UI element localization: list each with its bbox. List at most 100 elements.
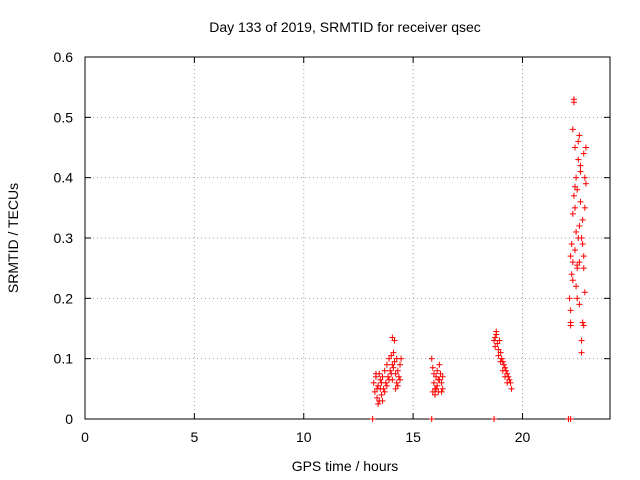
data-point xyxy=(382,379,389,386)
data-point xyxy=(374,385,381,392)
data-point xyxy=(439,385,446,392)
data-point xyxy=(568,271,575,278)
data-point xyxy=(499,367,506,374)
data-point xyxy=(572,183,578,190)
axis-ticks xyxy=(84,56,610,420)
data-point xyxy=(432,391,438,398)
y-tick-label: 0.6 xyxy=(54,49,74,65)
y-tick-label: 0.1 xyxy=(54,351,74,367)
data-point xyxy=(492,334,499,341)
data-point xyxy=(383,361,390,368)
data-point xyxy=(574,262,581,269)
data-point xyxy=(379,397,386,404)
data-point xyxy=(433,373,440,380)
data-point xyxy=(436,361,443,368)
data-point xyxy=(496,337,503,344)
data-point xyxy=(390,349,397,356)
data-point xyxy=(381,388,388,395)
data-point xyxy=(567,253,574,260)
data-point xyxy=(438,379,445,386)
data-point xyxy=(567,322,574,329)
data-point xyxy=(495,346,502,353)
x-tick-label: 5 xyxy=(190,429,198,445)
data-point xyxy=(495,352,502,359)
data-point xyxy=(393,379,400,386)
data-point xyxy=(579,241,586,248)
data-point xyxy=(492,343,499,350)
data-point xyxy=(572,247,578,254)
data-point xyxy=(581,289,588,296)
data-point xyxy=(397,361,403,368)
data-point xyxy=(386,376,393,383)
data-point xyxy=(497,349,504,356)
data-point xyxy=(438,388,445,395)
data-point xyxy=(375,382,382,389)
data-point xyxy=(569,259,576,266)
data-point xyxy=(376,370,383,377)
data-point xyxy=(580,253,587,260)
data-point xyxy=(566,295,573,302)
data-point xyxy=(384,373,391,380)
data-point xyxy=(578,349,585,356)
data-point xyxy=(429,388,436,395)
y-tick-label: 0.2 xyxy=(54,290,74,306)
data-point xyxy=(397,376,403,383)
data-point xyxy=(567,307,574,314)
data-point xyxy=(439,373,446,380)
data-point xyxy=(387,367,394,374)
data-point xyxy=(577,168,584,175)
data-point xyxy=(391,358,398,365)
y-axis-label: SRMTID / TECUs xyxy=(5,183,21,293)
data-point xyxy=(370,379,377,386)
data-point xyxy=(433,385,440,392)
data-point xyxy=(504,379,511,386)
data-point xyxy=(580,150,587,157)
data-point xyxy=(568,241,575,248)
data-point xyxy=(504,370,511,377)
y-tick-label: 0 xyxy=(65,411,73,427)
data-point xyxy=(582,180,589,187)
data-point xyxy=(390,364,397,371)
data-point xyxy=(491,416,498,422)
data-point xyxy=(577,198,584,205)
data-point xyxy=(394,382,401,389)
data-point xyxy=(434,367,441,374)
data-point xyxy=(394,367,401,374)
data-point xyxy=(508,385,515,392)
data-point xyxy=(577,162,584,169)
data-point xyxy=(573,228,580,235)
data-points xyxy=(369,96,589,422)
data-point xyxy=(506,376,513,383)
data-point xyxy=(389,361,396,368)
data-point xyxy=(574,186,581,193)
data-point xyxy=(380,385,387,392)
y-tick-labels: 0 0.1 0.2 0.3 0.4 0.5 0.6 xyxy=(54,49,74,427)
data-point xyxy=(502,373,508,380)
data-point xyxy=(375,400,382,407)
data-point xyxy=(576,259,583,266)
data-point xyxy=(572,204,578,211)
data-point xyxy=(574,295,581,302)
x-tick-label: 20 xyxy=(515,429,531,445)
x-axis-label: GPS time / hours xyxy=(292,458,399,474)
data-point xyxy=(494,340,501,347)
data-point xyxy=(491,337,498,344)
data-point xyxy=(576,132,583,139)
data-point xyxy=(374,394,381,401)
data-point xyxy=(569,277,576,284)
data-point xyxy=(570,99,577,106)
data-point xyxy=(395,373,402,380)
data-point xyxy=(437,370,444,377)
chart-title: Day 133 of 2019, SRMTID for receiver qse… xyxy=(209,19,481,35)
data-point xyxy=(570,192,577,199)
data-point xyxy=(502,364,508,371)
data-point xyxy=(580,322,587,329)
data-point xyxy=(569,210,576,217)
data-point xyxy=(383,382,390,389)
data-point xyxy=(580,265,587,272)
data-point xyxy=(500,361,507,368)
data-point xyxy=(371,388,378,395)
data-point xyxy=(388,352,395,359)
data-point xyxy=(391,337,398,344)
data-point xyxy=(576,301,583,308)
